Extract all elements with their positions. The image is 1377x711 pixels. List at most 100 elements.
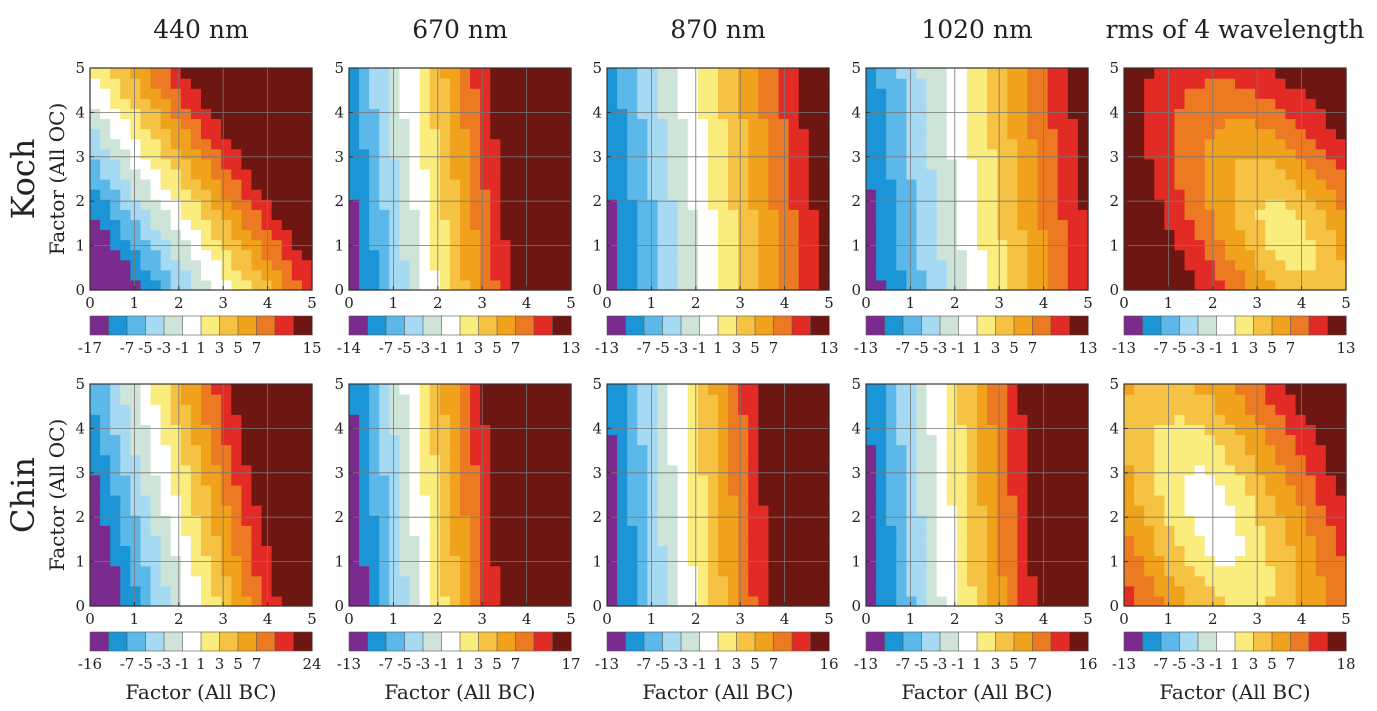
heatmap-cell [677,78,689,89]
heatmap-cell [667,565,679,577]
heatmap-cell [866,68,877,79]
heatmap-cell [896,138,907,150]
heatmap-cell [490,525,501,536]
heatmap-cell [1164,555,1176,567]
heatmap-cell [946,168,958,180]
heatmap-cell [449,454,461,466]
heatmap-cell [1194,279,1206,291]
colorbar-swatch [1253,315,1273,336]
heatmap-cell [1275,189,1287,200]
heatmap-cell [657,88,669,99]
heatmap-cell [748,209,759,220]
heatmap-cell [1077,525,1089,536]
heatmap-cell [1067,394,1079,405]
heatmap-cell [1017,474,1029,486]
heatmap-cell [231,108,242,120]
heatmap-cell [997,179,1008,190]
heatmap-cell [1265,259,1276,271]
heatmap-cell [231,88,242,99]
heatmap-cell [170,138,182,150]
heatmap-cell [90,565,101,577]
heatmap-cell [1007,525,1018,536]
heatmap-cell [520,585,532,597]
heatmap-cell [379,515,390,526]
heatmap-cell [818,78,830,89]
heatmap-cell [657,219,669,231]
heatmap-cell [251,565,263,577]
heatmap-cell [201,68,212,79]
heatmap-cell [1255,179,1266,190]
heatmap-cell [946,189,958,200]
heatmap-cell [687,78,699,89]
heatmap-cell [607,424,618,436]
heatmap-cell [607,464,618,476]
colorbar-swatch [717,315,738,336]
heatmap-cell [987,565,998,577]
colorbar-swatch [1013,315,1034,336]
heatmap-cell [190,404,202,415]
heatmap-cell [211,259,222,271]
heatmap-cell [936,454,948,466]
heatmap-cell [1174,595,1186,607]
colorbar-swatch [441,631,461,652]
heatmap-cell [657,535,669,547]
heatmap-cell [728,595,739,607]
heatmap-cell [886,444,897,456]
heatmap-cell [1077,404,1089,415]
heatmap-cell [201,78,212,89]
heatmap-cell [130,199,142,210]
heatmap-cell [1275,229,1287,241]
heatmap-cell [748,404,759,415]
heatmap-cell [110,525,121,536]
heatmap-cell [150,525,162,536]
heatmap-cell [409,158,421,170]
colorbar-tick-label: 5 [1267,339,1277,357]
heatmap-cell [1224,219,1236,231]
heatmap-cell [1325,78,1337,89]
heatmap-cell [409,505,421,516]
heatmap-cell [399,249,411,261]
heatmap-cell [1144,424,1155,436]
heatmap-cell [758,565,770,577]
heatmap-cell [956,585,968,597]
heatmap-cell [1235,88,1246,99]
heatmap-cell [798,454,810,466]
heatmap-cell [419,229,431,241]
heatmap-cell [419,199,431,210]
heatmap-cell [429,179,441,190]
heatmap-cell [1037,515,1049,526]
heatmap-cell [926,404,938,415]
heatmap-cell [520,464,532,476]
heatmap-cell [808,229,820,241]
heatmap-cell [160,525,172,536]
y-tick-label: 4 [75,103,85,121]
heatmap-cell [439,484,451,496]
heatmap-cell [399,424,411,436]
heatmap-cell [520,394,532,405]
heatmap-cell [550,414,562,425]
heatmap-cell [490,404,501,415]
heatmap-cell [389,249,401,261]
heatmap-cell [460,179,471,190]
heatmap-cell [748,98,759,109]
heatmap-cell [291,384,303,395]
heatmap-cell [1325,68,1337,79]
heatmap-cell [530,454,542,466]
heatmap-cell [1027,535,1039,547]
y-tick-label: 2 [851,508,861,526]
heatmap-cell [1017,595,1029,607]
heatmap-cell [170,88,182,99]
heatmap-cell [1027,239,1039,251]
heatmap-cell [617,444,628,456]
heatmap-cell [1305,219,1317,231]
heatmap-cell [866,565,877,577]
heatmap-cell [180,229,192,241]
heatmap-cell [1037,138,1049,150]
heatmap-cell [359,454,370,466]
heatmap-cell [617,585,628,597]
colorbar-swatch [1327,315,1347,336]
heatmap-cell [359,249,370,261]
heatmap-cell [607,108,618,120]
heatmap-cell [926,78,938,89]
heatmap-cell [429,118,441,130]
